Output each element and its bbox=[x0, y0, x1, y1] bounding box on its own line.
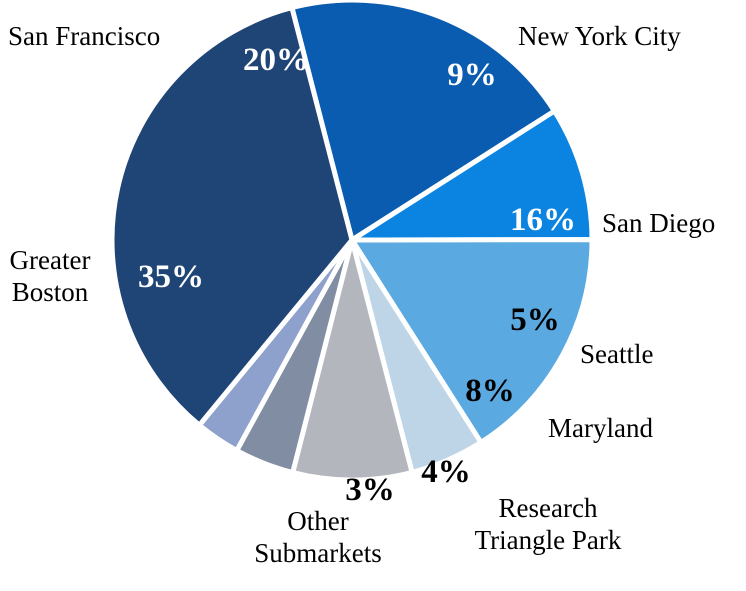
pie-slice-maryland bbox=[290, 237, 415, 483]
category-label-new-york-city: New York City bbox=[518, 21, 681, 51]
category-label-other-submarkets: Other Submarkets bbox=[254, 506, 382, 568]
category-label-maryland: Maryland bbox=[548, 413, 653, 443]
pie-slice-san-diego bbox=[349, 237, 595, 445]
value-label-other-submarkets: 3% bbox=[345, 472, 395, 508]
value-label-new-york-city: 9% bbox=[447, 57, 497, 93]
pie-slice-new-york-city bbox=[349, 108, 595, 243]
value-label-san-francisco: 20% bbox=[243, 42, 309, 78]
category-label-san-francisco: San Francisco bbox=[8, 21, 160, 51]
category-label-greater-boston: Greater Boston bbox=[10, 245, 91, 307]
pie-slice-greater-boston bbox=[109, 5, 355, 428]
pie-slice-san-francisco bbox=[289, 0, 557, 243]
value-label-san-diego: 16% bbox=[510, 202, 576, 238]
category-label-san-diego: San Diego bbox=[602, 208, 715, 238]
category-label-seattle: Seattle bbox=[580, 339, 653, 369]
value-label-seattle: 5% bbox=[510, 302, 560, 338]
category-label-research-triangle-park: Research Triangle Park bbox=[475, 493, 622, 555]
value-label-maryland: 8% bbox=[465, 373, 515, 409]
value-label-greater-boston: 35% bbox=[138, 259, 204, 295]
value-label-research-triangle-park: 4% bbox=[421, 454, 471, 490]
